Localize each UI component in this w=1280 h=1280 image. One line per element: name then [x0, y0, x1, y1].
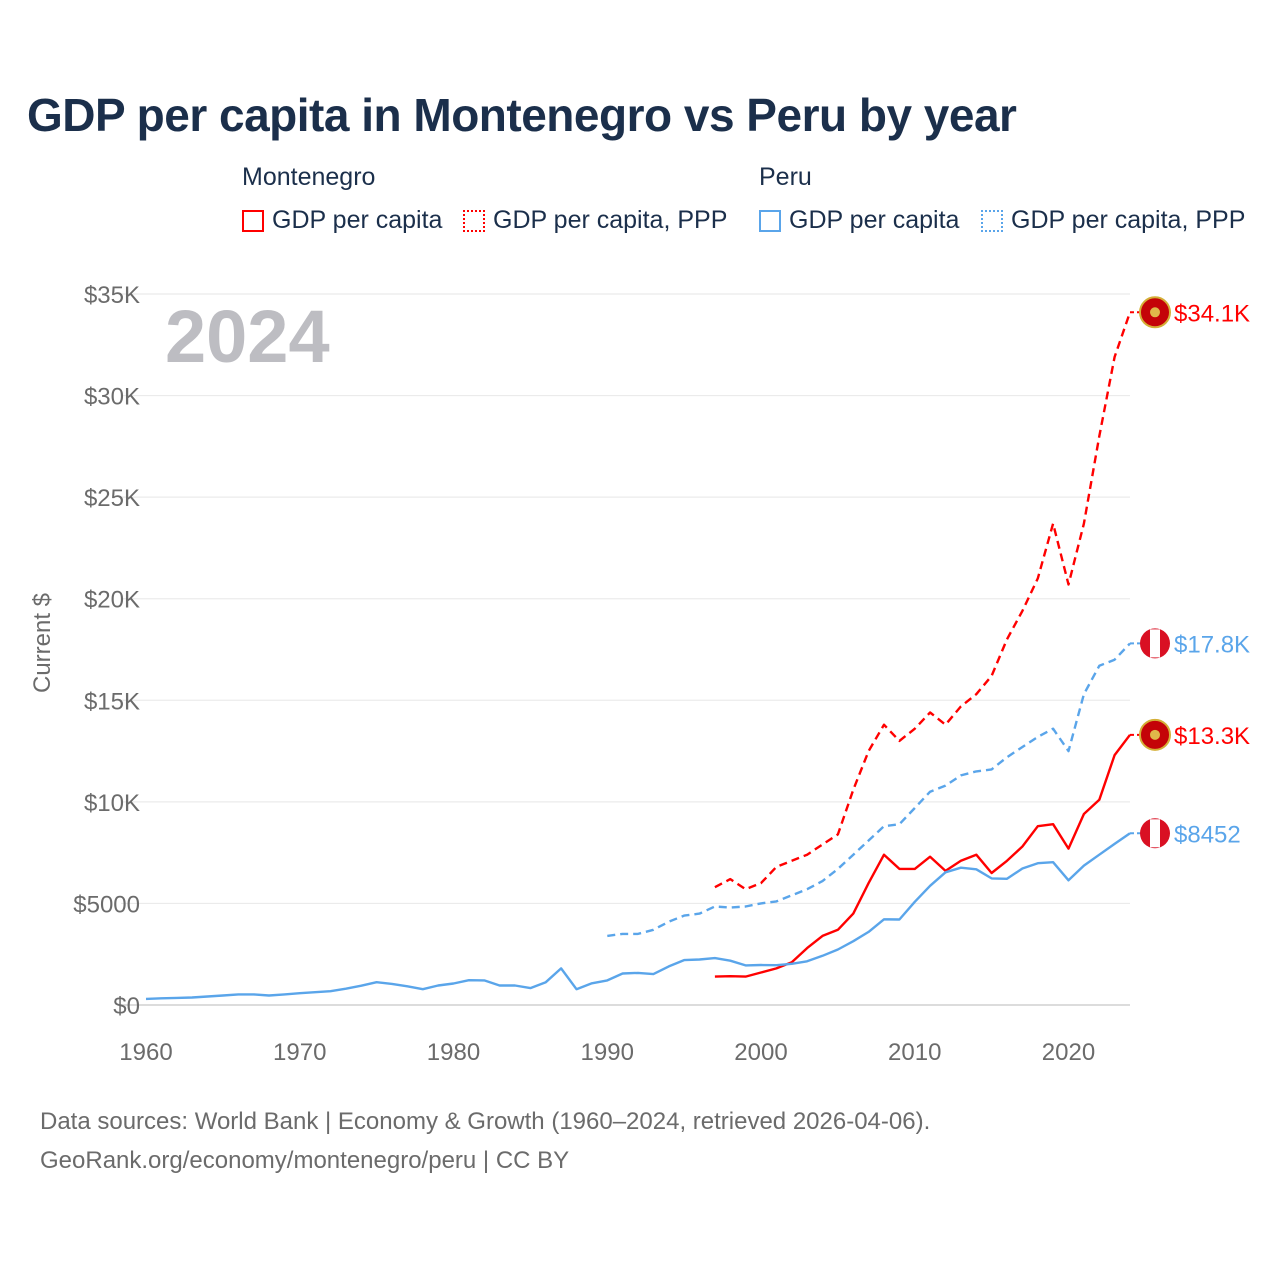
- legend-peru-gdp[interactable]: GDP per capita: [759, 206, 959, 235]
- legend-swatch-dotted-blue: [981, 209, 1003, 232]
- legend-group-montenegro: Montenegro: [242, 163, 376, 191]
- series-line-montenegro-gdp-per-capita: [714, 734, 1131, 978]
- chart-title: GDP per capita in Montenegro vs Peru by …: [27, 89, 1017, 141]
- legend-group-peru: Peru: [759, 163, 812, 191]
- legend-swatch-solid-red: [242, 209, 264, 232]
- end-value-label: $8452: [1174, 821, 1241, 848]
- end-value-label: $34.1K: [1174, 300, 1250, 327]
- legend-label: GDP per capita, PPP: [1011, 206, 1246, 234]
- series-line-peru-gdp-per-capita-ppp: [607, 642, 1131, 938]
- x-tick-label: 2020: [1042, 1039, 1095, 1066]
- year-overlay: 2024: [165, 295, 330, 378]
- x-tick-label: 1990: [581, 1039, 634, 1066]
- legend-label: GDP per capita: [789, 206, 960, 234]
- y-tick-label: $35K: [84, 282, 140, 309]
- legend-swatch-solid-blue: [759, 209, 781, 232]
- y-tick-label: $15K: [84, 688, 140, 715]
- legend-label: GDP per capita, PPP: [493, 206, 728, 234]
- y-tick-label: $20K: [84, 587, 140, 614]
- footer-sources: Data sources: World Bank | Economy & Gro…: [40, 1108, 931, 1135]
- legend-montenegro-ppp[interactable]: GDP per capita, PPP: [463, 206, 727, 235]
- footer-attribution[interactable]: GeoRank.org/economy/montenegro/peru | CC…: [40, 1147, 570, 1174]
- x-tick-label: 1970: [273, 1039, 326, 1066]
- x-tick-label: 2010: [888, 1039, 941, 1066]
- peru-flag-stripe: [1150, 629, 1160, 658]
- y-tick-label: $25K: [84, 485, 140, 512]
- legend-montenegro-gdp[interactable]: GDP per capita: [242, 206, 442, 235]
- montenegro-emblem-icon: [1150, 307, 1160, 318]
- series-line-peru-gdp-per-capita: [145, 832, 1131, 1001]
- x-tick-label: 1960: [119, 1039, 172, 1066]
- end-value-label: $13.3K: [1174, 723, 1250, 750]
- legend-swatch-dotted-red: [463, 209, 485, 232]
- peru-flag-stripe: [1150, 819, 1160, 848]
- legend-label: GDP per capita: [272, 206, 443, 234]
- series-line-montenegro-gdp-per-capita-ppp: [714, 311, 1132, 891]
- y-tick-label: $10K: [84, 790, 140, 817]
- montenegro-emblem-icon: [1150, 729, 1160, 740]
- x-tick-label: 2000: [734, 1039, 787, 1066]
- y-axis-label: Current $: [29, 593, 56, 693]
- y-tick-label: $0: [113, 993, 140, 1020]
- y-tick-label: $30K: [84, 384, 140, 411]
- end-value-label: $17.8K: [1174, 631, 1250, 658]
- y-tick-label: $5000: [73, 891, 140, 918]
- x-tick-label: 1980: [427, 1039, 480, 1066]
- legend-peru-ppp[interactable]: GDP per capita, PPP: [981, 206, 1245, 235]
